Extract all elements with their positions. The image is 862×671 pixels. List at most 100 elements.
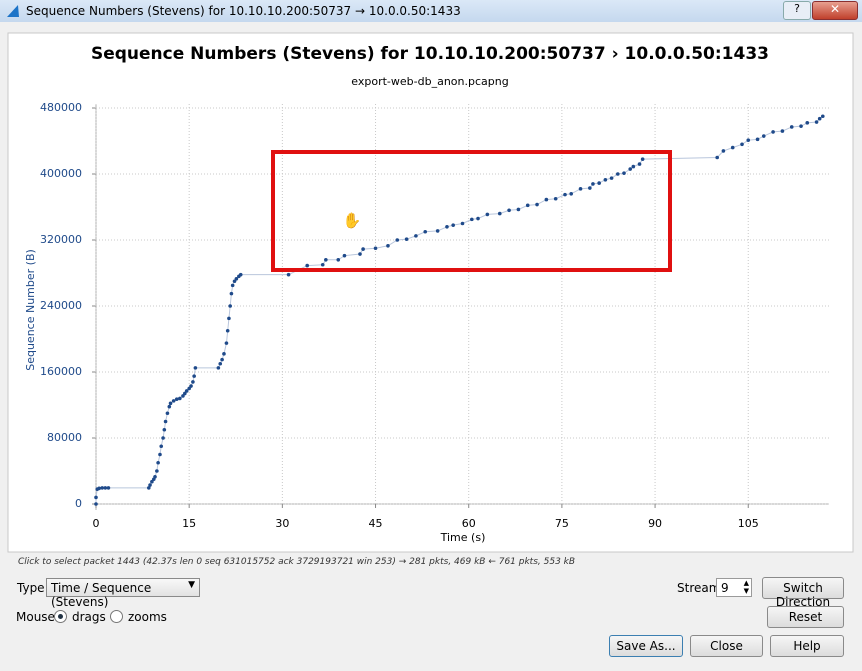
data-point <box>184 389 189 393</box>
data-point <box>445 225 449 229</box>
data-point <box>222 352 226 356</box>
data-point <box>460 221 465 226</box>
close-dialog-button[interactable]: Close <box>690 635 763 657</box>
data-point <box>386 243 390 248</box>
data-point <box>525 203 530 208</box>
data-point <box>755 137 760 142</box>
data-point <box>225 328 230 333</box>
reset-button[interactable]: Reset <box>767 606 844 628</box>
stream-spinbox[interactable]: 9 ▲ ▼ <box>716 578 752 597</box>
data-point <box>171 399 176 403</box>
data-point <box>771 130 775 134</box>
switch-direction-button[interactable]: Switch Direction <box>762 577 844 609</box>
data-point <box>805 121 810 125</box>
data-point <box>516 207 521 212</box>
data-point <box>535 202 539 207</box>
data-point <box>183 391 187 396</box>
x-axis-label: Time (s) <box>440 531 486 544</box>
app-icon <box>7 5 19 17</box>
type-value: Time / Sequence (Stevens) <box>51 581 152 609</box>
data-point <box>817 116 822 121</box>
data-point <box>553 196 558 201</box>
y-tick-label: 0 <box>75 497 82 510</box>
window-title: Sequence Numbers (Stevens) for 10.10.10.… <box>26 4 461 18</box>
data-point <box>497 211 502 216</box>
data-point <box>336 258 341 262</box>
x-tick-label: 30 <box>275 517 289 530</box>
x-tick-label: 0 <box>93 517 100 530</box>
data-point <box>147 486 151 490</box>
data-point <box>178 396 182 401</box>
y-tick-label: 320000 <box>40 233 82 246</box>
data-point <box>730 145 735 150</box>
x-tick-label: 45 <box>369 517 383 530</box>
data-point <box>187 386 191 391</box>
data-point <box>286 272 291 277</box>
y-axis-label: Sequence Number (B) <box>24 249 37 371</box>
data-point <box>165 411 170 416</box>
data-point <box>761 134 766 138</box>
data-point <box>451 223 455 227</box>
data-point <box>746 138 751 142</box>
data-point <box>220 357 224 362</box>
x-tick-label: 15 <box>182 517 196 530</box>
save-as-button[interactable]: Save As... <box>609 635 683 657</box>
data-point <box>227 316 231 321</box>
help-button[interactable]: ? <box>783 1 811 20</box>
data-point <box>192 374 196 378</box>
data-point <box>591 182 595 186</box>
data-point <box>588 186 592 190</box>
data-point <box>150 479 154 484</box>
data-point <box>181 394 185 398</box>
data-point <box>622 171 626 175</box>
data-point <box>156 460 160 465</box>
y-tick-label: 240000 <box>40 299 82 312</box>
data-point <box>361 247 365 251</box>
chart[interactable]: Sequence Numbers (Stevens) for 10.10.10.… <box>0 0 862 560</box>
zooms-label: zooms <box>128 610 167 624</box>
data-point <box>305 263 310 268</box>
data-point <box>603 177 608 182</box>
data-point <box>155 469 159 473</box>
status-text: Click to select packet 1443 (42.37s len … <box>18 557 576 567</box>
zooms-radio[interactable] <box>110 610 123 623</box>
data-point <box>103 486 108 490</box>
data-point <box>640 157 645 161</box>
data-point <box>485 212 490 217</box>
x-tick-label: 90 <box>648 517 662 530</box>
hand-cursor: ✋ <box>343 212 362 230</box>
data-point <box>569 192 574 196</box>
data-point <box>780 129 785 133</box>
mouse-label: Mouse <box>16 610 55 624</box>
data-point <box>106 486 111 490</box>
data-point <box>578 187 583 191</box>
type-select[interactable]: Time / Sequence (Stevens) ▼ <box>46 578 200 609</box>
data-point <box>637 162 642 166</box>
data-point <box>507 208 511 213</box>
data-point <box>97 486 101 491</box>
data-point <box>191 380 195 384</box>
data-point <box>615 172 620 176</box>
type-label: Type <box>17 581 45 595</box>
drags-radio[interactable] <box>54 610 67 623</box>
data-point <box>423 229 428 234</box>
data-point <box>230 283 235 288</box>
close-button[interactable]: ✕ <box>812 1 858 20</box>
drags-label: drags <box>72 610 106 624</box>
data-point <box>167 404 172 409</box>
data-point <box>216 366 221 370</box>
data-point <box>404 237 409 241</box>
data-point <box>470 217 474 222</box>
data-point <box>228 304 232 308</box>
data-point <box>100 486 105 490</box>
data-point <box>799 124 803 128</box>
data-point <box>159 444 164 449</box>
y-tick-label: 480000 <box>40 101 82 114</box>
chart-subtitle: export-web-db_anon.pcapng <box>351 75 508 88</box>
data-point <box>218 361 223 366</box>
data-point <box>740 142 744 147</box>
data-point <box>721 149 726 153</box>
help-dialog-button[interactable]: Help <box>770 635 844 657</box>
stream-label: Stream <box>677 581 721 595</box>
